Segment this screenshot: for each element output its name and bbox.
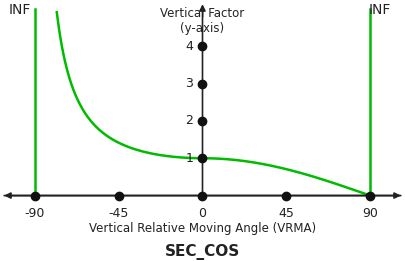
Text: 4: 4 [185,40,193,53]
Text: SEC_COS: SEC_COS [165,244,240,260]
Text: INF: INF [368,3,390,17]
Text: 90: 90 [362,207,378,220]
Text: 0: 0 [198,207,207,220]
Text: Vertical Relative Moving Angle (VRMA): Vertical Relative Moving Angle (VRMA) [89,222,316,235]
Text: -45: -45 [109,207,129,220]
Text: 1: 1 [185,152,193,165]
Text: -90: -90 [25,207,45,220]
Text: 45: 45 [278,207,294,220]
Text: 2: 2 [185,114,193,127]
Text: 3: 3 [185,77,193,90]
Text: INF: INF [9,3,31,17]
Text: Vertical Factor
(y-axis): Vertical Factor (y-axis) [160,7,245,35]
